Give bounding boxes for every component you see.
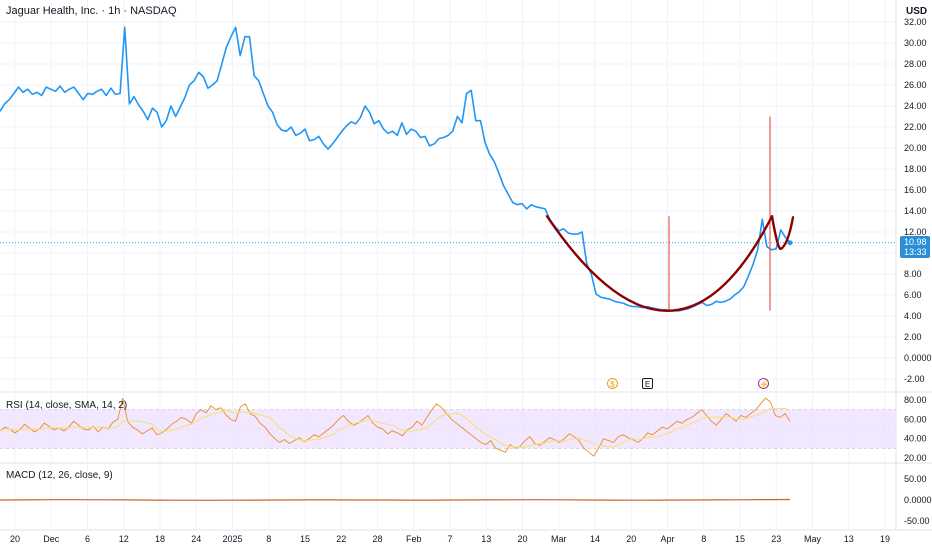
macd-line xyxy=(0,498,791,501)
y-tick-label: 8.00 xyxy=(904,269,922,279)
y-tick-label: 14.00 xyxy=(904,206,927,216)
grid-lines xyxy=(0,0,932,531)
rsi-tick-label: 60.00 xyxy=(904,414,927,424)
last-price-point xyxy=(787,240,793,246)
y-tick-label: 20.00 xyxy=(904,143,927,153)
currency-label[interactable]: USD xyxy=(906,6,928,17)
rsi-label: RSI (14, close, SMA, 14, 2) xyxy=(6,400,128,411)
x-tick-label: 20 xyxy=(10,534,20,544)
chart-title: Jaguar Health, Inc. · 1h · NASDAQ xyxy=(6,5,177,17)
x-tick-label: 15 xyxy=(300,534,310,544)
macd-tick-label: 0.0000 xyxy=(904,495,932,505)
y-tick-label: -2.00 xyxy=(904,374,925,384)
rsi-tick-label: 20.00 xyxy=(904,453,927,463)
y-tick-label: 32.00 xyxy=(904,17,927,27)
rsi-line xyxy=(0,397,791,457)
y-tick-label: 28.00 xyxy=(904,59,927,69)
macd-tick-label: 50.00 xyxy=(904,474,927,484)
x-tick-label: 13 xyxy=(481,534,491,544)
y-tick-label: 18.00 xyxy=(904,164,927,174)
rsi-tick-label: 80.00 xyxy=(904,395,927,405)
rsi-panel xyxy=(0,397,791,457)
y-tick-label: 12.00 xyxy=(904,227,927,237)
x-tick-label: 8 xyxy=(701,534,706,544)
rsi-band-fill xyxy=(0,409,896,449)
earnings-marker[interactable]: E xyxy=(642,378,653,389)
y-tick-label: 0.0000 xyxy=(904,353,932,363)
last-price-countdown: 13:33 xyxy=(904,247,927,257)
y-tick-label: 6.00 xyxy=(904,290,922,300)
rsi-tick-label: 40.00 xyxy=(904,434,927,444)
x-tick-label: 7 xyxy=(447,534,452,544)
x-tick-label: May xyxy=(804,534,822,544)
x-tick-label: Apr xyxy=(660,534,674,544)
x-tick-label: 20 xyxy=(517,534,527,544)
rsi-band xyxy=(0,409,896,449)
x-tick-label: 8 xyxy=(266,534,271,544)
x-tick-label: 12 xyxy=(119,534,129,544)
x-tick-label: 2025 xyxy=(222,534,242,544)
x-tick-label: Feb xyxy=(406,534,422,544)
x-tick-label: 14 xyxy=(590,534,600,544)
y-tick-label: 16.00 xyxy=(904,185,927,195)
x-tick-label: Mar xyxy=(551,534,567,544)
rsi-sma-line xyxy=(0,408,791,448)
macd-label: MACD (12, 26, close, 9) xyxy=(6,470,113,481)
cup-pattern-curve xyxy=(545,215,795,312)
x-tick-label: 15 xyxy=(735,534,745,544)
x-tick-label: 20 xyxy=(626,534,636,544)
y-tick-label: 24.00 xyxy=(904,101,927,111)
y-tick-label: 26.00 xyxy=(904,80,927,90)
x-tick-label: 22 xyxy=(336,534,346,544)
macd-panel xyxy=(0,498,791,501)
x-tick-label: 23 xyxy=(771,534,781,544)
x-tick-label: 13 xyxy=(844,534,854,544)
macd-tick-label: -50.00 xyxy=(904,516,930,526)
x-tick-label: 19 xyxy=(880,534,890,544)
x-tick-label: 6 xyxy=(85,534,90,544)
last-price-value: 10.98 xyxy=(904,237,927,247)
last-price-label: 10.98 13:33 xyxy=(900,236,930,258)
y-tick-label: 30.00 xyxy=(904,38,927,48)
price-panel xyxy=(0,26,795,312)
dividend-marker[interactable]: $ xyxy=(607,378,618,389)
split-marker[interactable]: ⚡ xyxy=(758,378,769,389)
y-tick-label: 22.00 xyxy=(904,122,927,132)
x-tick-label: 24 xyxy=(191,534,201,544)
axes: 32.00 30.00 28.00 26.00 24.00 22.00 20.00 18.00… xyxy=(10,17,932,544)
x-tick-label: 28 xyxy=(372,534,382,544)
x-tick-label: 18 xyxy=(155,534,165,544)
y-tick-label: 2.00 xyxy=(904,332,922,342)
y-tick-label: 4.00 xyxy=(904,311,922,321)
x-tick-label: Dec xyxy=(43,534,60,544)
